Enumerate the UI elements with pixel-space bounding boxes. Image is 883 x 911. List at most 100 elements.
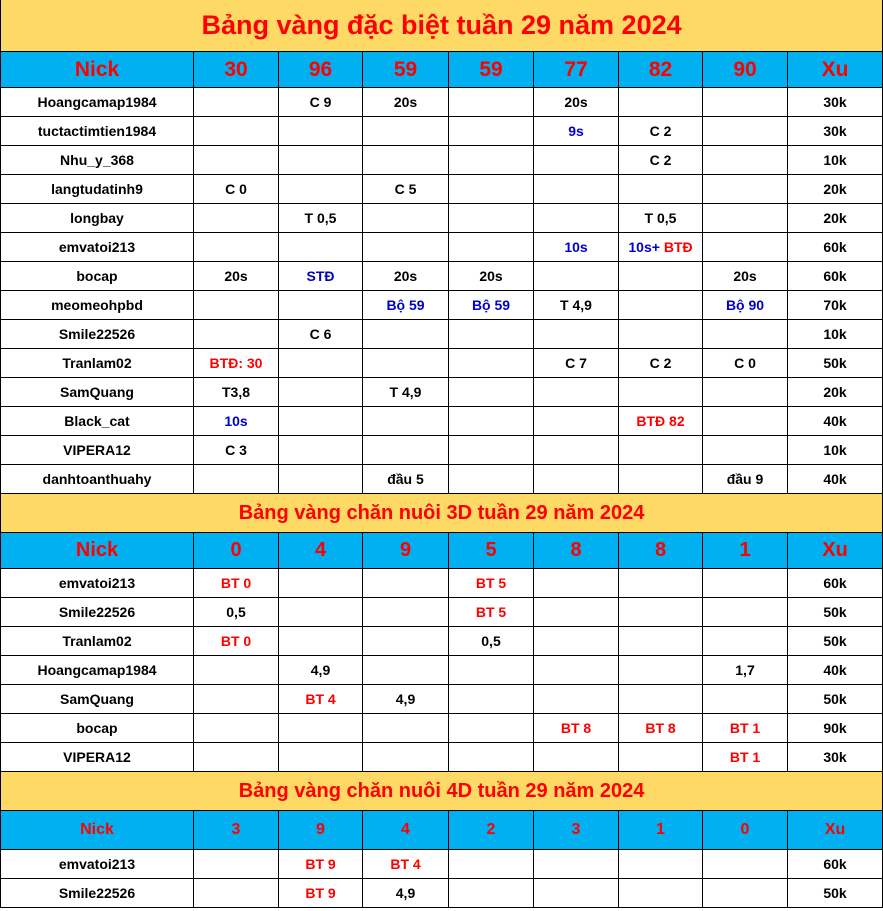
entry-cell [278, 435, 363, 465]
entry-cell: T 4,9 [362, 377, 449, 407]
entry-cell [533, 464, 619, 494]
entry-cell [702, 116, 788, 146]
entry-cell [448, 203, 534, 233]
entry-cell [533, 261, 619, 291]
entry-cell: 4,9 [278, 655, 363, 685]
xu-cell: 60k [786, 849, 883, 879]
entry-cell [618, 174, 703, 204]
entry-cell [533, 626, 619, 656]
section-title-row: Bảng vàng chăn nuôi 4D tuần 29 năm 2024 [0, 771, 883, 811]
section-title: Bảng vàng chăn nuôi 3D tuần 29 năm 2024 [0, 493, 883, 533]
xu-cell: 60k [786, 261, 883, 291]
table-row: bocap 20s STĐ 20s 20s 20s 60k [0, 261, 883, 291]
header-number: 9 [362, 532, 449, 569]
table-row: Smile22526 0,5 BT 5 50k [0, 597, 883, 627]
entry-cell [278, 713, 363, 743]
entry-cell: C 9 [278, 87, 363, 117]
entry-cell [448, 174, 534, 204]
table-row: Smile22526 C 6 10k [0, 319, 883, 349]
nick-cell: danhtoanthuahy [0, 464, 194, 494]
entry-cell [618, 655, 703, 685]
entry-cell [618, 597, 703, 627]
entry-cell [618, 464, 703, 494]
entry-cell [618, 626, 703, 656]
entry-cell [702, 203, 788, 233]
header-number: 4 [362, 810, 449, 850]
header-number: 77 [533, 51, 619, 88]
entry-cell [278, 377, 363, 407]
entry-cell [702, 435, 788, 465]
entry-cell [702, 174, 788, 204]
entry-cell [362, 348, 449, 378]
xu-cell: 10k [786, 319, 883, 349]
entry-cell [193, 684, 279, 714]
entry-cell [362, 203, 449, 233]
entry-cell [533, 319, 619, 349]
entry-cell [533, 203, 619, 233]
entry-cell: 20s [193, 261, 279, 291]
entry-cell: BT 1 [702, 713, 788, 743]
entry-cell: 20s [448, 261, 534, 291]
table-row: Nhu_y_368 C 2 10k [0, 145, 883, 175]
entry-cell: STĐ [278, 261, 363, 291]
entry-cell [448, 145, 534, 175]
entry-cell [448, 464, 534, 494]
header-xu: Xu [786, 532, 883, 569]
entry-cell [193, 290, 279, 320]
entry-cell: 10s [193, 406, 279, 436]
entry-cell: Bộ 59 [448, 290, 534, 320]
entry-cell [618, 290, 703, 320]
header-row: Nick 3 9 4 2 3 1 0 Xu [0, 810, 883, 850]
entry-cell: BT 4 [362, 849, 449, 879]
entry-cell [618, 87, 703, 117]
entry-cell: BTĐ: 30 [193, 348, 279, 378]
entry-cell: T3,8 [193, 377, 279, 407]
xu-cell: 40k [786, 406, 883, 436]
entry-cell [533, 878, 619, 908]
table-row: VIPERA12 BT 1 30k [0, 742, 883, 772]
entry-cell [618, 319, 703, 349]
entry-cell: BT 0 [193, 568, 279, 598]
table-row: SamQuang BT 4 4,9 50k [0, 684, 883, 714]
entry-cell [448, 406, 534, 436]
entry-cell [278, 626, 363, 656]
header-number: 3 [193, 810, 279, 850]
entry-cell [362, 319, 449, 349]
nick-cell: langtudatinh9 [0, 174, 194, 204]
section-title-row: Bảng vàng đặc biệt tuần 29 năm 2024 [0, 0, 883, 52]
entry-cell [193, 319, 279, 349]
entry-cell [362, 713, 449, 743]
entry-cell [533, 435, 619, 465]
entry-cell [533, 145, 619, 175]
entry-cell [702, 319, 788, 349]
section-title: Bảng vàng chăn nuôi 4D tuần 29 năm 2024 [0, 771, 883, 811]
entry-cell [193, 116, 279, 146]
entry-cell [278, 464, 363, 494]
header-nick: Nick [0, 532, 194, 569]
entry-cell [448, 232, 534, 262]
table-row: Hoangcamap1984 4,9 1,7 40k [0, 655, 883, 685]
entry-cell [362, 568, 449, 598]
entry-cell: 4,9 [362, 878, 449, 908]
entry-cell [702, 597, 788, 627]
entry-cell: BT 8 [533, 713, 619, 743]
entry-cell [618, 684, 703, 714]
header-number: 0 [702, 810, 788, 850]
header-row: Nick 30 96 59 59 77 82 90 Xu [0, 51, 883, 88]
nick-cell: tuctactimtien1984 [0, 116, 194, 146]
table-row: emvatoi213 10s 10s+ BTĐ 60k [0, 232, 883, 262]
entry-cell [448, 878, 534, 908]
header-number: 1 [702, 532, 788, 569]
entry-cell: BT 4 [278, 684, 363, 714]
nick-cell: longbay [0, 203, 194, 233]
entry-cell [278, 116, 363, 146]
table-row: Tranlam02 BT 0 0,5 50k [0, 626, 883, 656]
nick-cell: VIPERA12 [0, 435, 194, 465]
entry-cell [362, 116, 449, 146]
xu-cell: 30k [786, 87, 883, 117]
entry-cell: BT 1 [702, 742, 788, 772]
nick-cell: Tranlam02 [0, 348, 194, 378]
entry-cell [702, 377, 788, 407]
header-number: 9 [278, 810, 363, 850]
